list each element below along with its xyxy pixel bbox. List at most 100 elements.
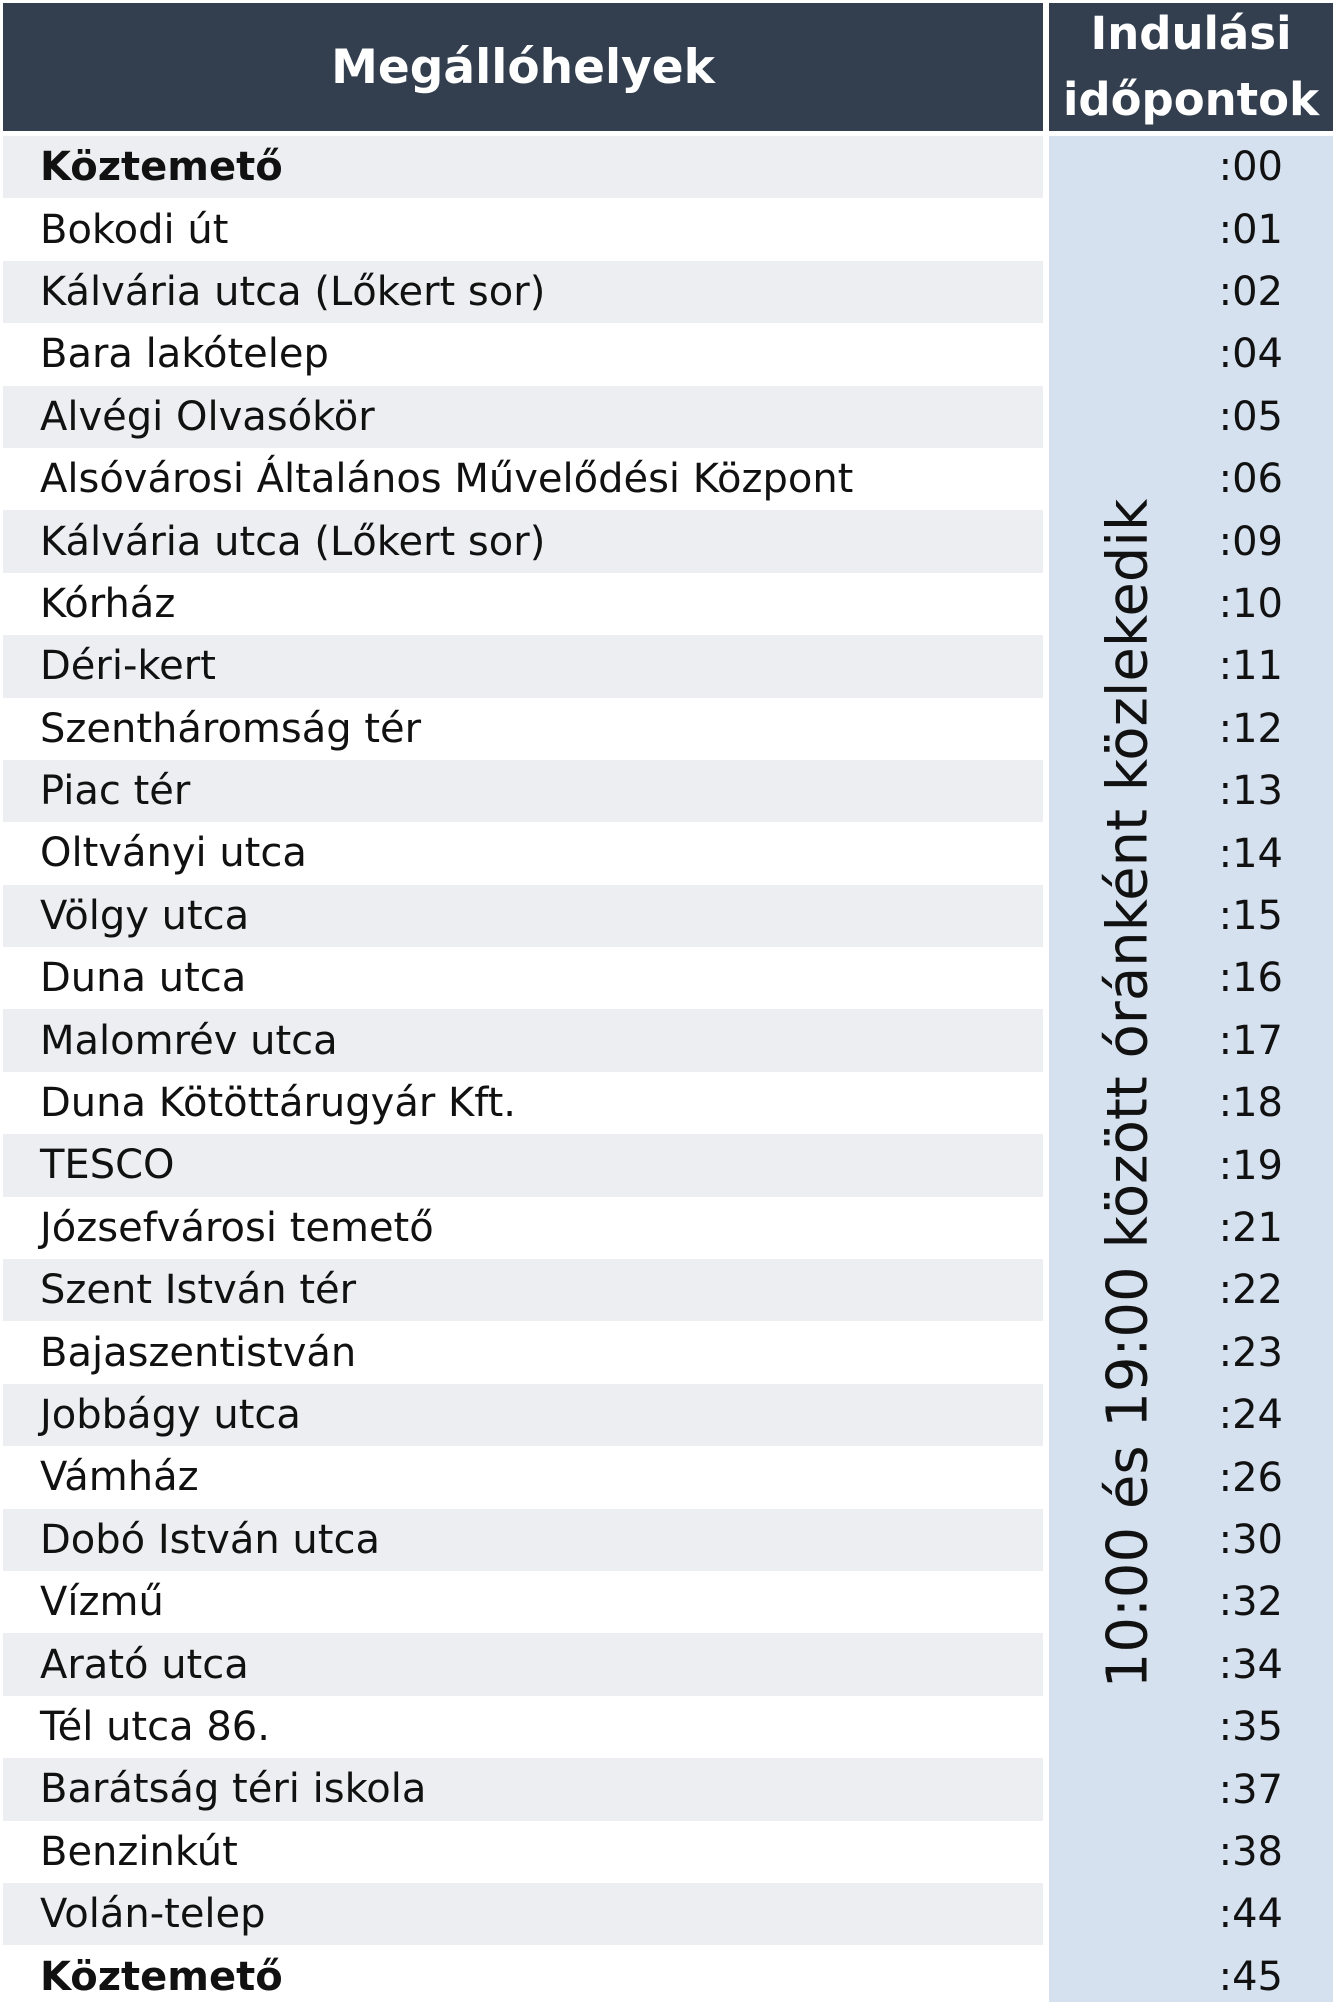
stop-row: Józsefvárosi temető: [3, 1197, 1043, 1259]
departure-time: :22: [1218, 1267, 1283, 1314]
stop-name: Kálvária utca (Lőkert sor): [40, 518, 546, 565]
stop-name: Duna utca: [40, 955, 247, 1002]
departure-time: :19: [1218, 1142, 1283, 1189]
stop-row: Szentháromság tér: [3, 698, 1043, 760]
service-frequency-text: 10:00 és 19:00 között óránként közlekedi…: [1095, 498, 1161, 1688]
departure-time: :23: [1218, 1329, 1283, 1376]
stop-name: Benzinkút: [40, 1828, 238, 1875]
times-header-line1: Indulási: [1090, 7, 1292, 60]
stop-name: Dobó István utca: [40, 1516, 380, 1563]
stop-name: Jobbágy utca: [40, 1392, 301, 1438]
departure-time: :17: [1218, 1017, 1283, 1064]
departure-time: :12: [1218, 705, 1283, 752]
departure-time: :01: [1218, 206, 1283, 253]
stop-row: Bara lakótelep: [3, 323, 1043, 385]
departure-time: :45: [1218, 1953, 1283, 2000]
departure-time: :35: [1218, 1704, 1283, 1751]
stop-name: Kórház: [40, 580, 176, 627]
times-column-header: Indulási időpontok: [1049, 3, 1333, 131]
timetable: Megállóhelyek Indulási időpontok Közteme…: [3, 3, 1333, 2003]
departure-time: :02: [1218, 268, 1283, 315]
stop-name: Alsóvárosi Általános Művelődési Központ: [40, 456, 854, 503]
stop-row: Duna utca: [3, 947, 1043, 1009]
stop-name: Alvégi Olvasókör: [40, 393, 375, 440]
stop-row: Tél utca 86.: [3, 1696, 1043, 1758]
stop-name: Józsefvárosi temető: [40, 1204, 434, 1251]
stop-name: Malomrév utca: [40, 1017, 338, 1064]
departure-time: :38: [1218, 1828, 1283, 1875]
departure-time: :26: [1218, 1454, 1283, 1501]
stop-name: Völgy utca: [40, 892, 250, 939]
stop-row: Völgy utca: [3, 884, 1043, 948]
departure-time: :13: [1218, 768, 1283, 815]
departure-time: :37: [1218, 1766, 1283, 1813]
stop-row: Duna Kötöttárugyár Kft.: [3, 1072, 1043, 1134]
stop-row: Dobó István utca: [3, 1508, 1043, 1571]
stop-row: Benzinkút: [3, 1821, 1043, 1883]
departure-time: :44: [1218, 1891, 1283, 1938]
stop-row: Piac tér: [3, 759, 1043, 823]
stop-row: Alvégi Olvasókör: [3, 385, 1043, 448]
stop-row: Köztemető: [3, 136, 1043, 199]
departure-time: :06: [1218, 456, 1283, 503]
stop-name: Oltványi utca: [40, 830, 307, 877]
departure-time: :18: [1218, 1080, 1283, 1127]
stop-name: Duna Kötöttárugyár Kft.: [40, 1080, 517, 1127]
stop-row: Köztemető: [3, 1945, 1043, 2007]
stop-row: Déri-kert: [3, 635, 1043, 698]
departure-time: :14: [1218, 830, 1283, 877]
stop-name: Barátság téri iskola: [40, 1766, 427, 1813]
stop-name: Kálvária utca (Lőkert sor): [40, 268, 546, 315]
departure-time: :34: [1218, 1641, 1283, 1688]
stop-name: Köztemető: [40, 144, 283, 191]
stop-row: Barátság téri iskola: [3, 1758, 1043, 1821]
header-divider: [1043, 3, 1049, 131]
stop-row: Malomrév utca: [3, 1009, 1043, 1072]
stop-name: Volán-telep: [40, 1891, 266, 1938]
stop-name: Vámház: [40, 1454, 199, 1501]
stop-name: Bajaszentistván: [40, 1329, 357, 1376]
stop-name: Tél utca 86.: [40, 1703, 270, 1750]
stops-column-header: Megállóhelyek: [331, 39, 715, 95]
departure-time: :00: [1218, 144, 1283, 191]
stop-row: Vízmű: [3, 1571, 1043, 1633]
departure-time: :09: [1218, 518, 1283, 565]
departure-time: :10: [1218, 580, 1283, 627]
stop-row: TESCO: [3, 1134, 1043, 1197]
stop-row: Szent István tér: [3, 1259, 1043, 1322]
departure-time: :30: [1218, 1516, 1283, 1563]
stop-row: Oltványi utca: [3, 822, 1043, 884]
departure-times-column: :00:01:02:04:05:06:09:10:11:12:13:14:15:…: [1049, 136, 1333, 2002]
stop-name: TESCO: [40, 1142, 175, 1189]
stop-row: Bokodi út: [3, 198, 1043, 260]
stop-row: Kálvária utca (Lőkert sor): [3, 510, 1043, 573]
stop-row: Bajaszentistván: [3, 1321, 1043, 1383]
stop-name: Szentháromság tér: [40, 705, 422, 752]
departure-time: :16: [1218, 955, 1283, 1002]
departure-time: :24: [1218, 1392, 1283, 1439]
stops-list: Köztemető Bokodi út Kálvária utca (Lőkert …: [3, 136, 1043, 2008]
stop-name: Piac tér: [40, 768, 191, 815]
stop-row: Kórház: [3, 573, 1043, 635]
stop-name: Köztemető: [40, 1953, 283, 2000]
stop-row: Vámház: [3, 1446, 1043, 1508]
stop-name: Arató utca: [40, 1641, 249, 1688]
departure-time: :11: [1218, 643, 1283, 690]
stop-name: Vízmű: [40, 1579, 164, 1626]
departure-time: :32: [1218, 1579, 1283, 1626]
stop-name: Déri-kert: [40, 643, 216, 690]
stop-row: Jobbágy utca: [3, 1383, 1043, 1447]
stop-row: Volán-telep: [3, 1882, 1043, 1946]
departure-time: :21: [1218, 1204, 1283, 1251]
stop-row: Alsóvárosi Általános Művelődési Központ: [3, 448, 1043, 510]
stop-name: Bara lakótelep: [40, 331, 329, 378]
stop-name: Bokodi út: [40, 206, 229, 253]
departure-time: :04: [1218, 331, 1283, 378]
stop-row: Arató utca: [3, 1633, 1043, 1696]
times-header-line2: időpontok: [1062, 73, 1320, 126]
service-frequency-note: 10:00 és 19:00 között óránként közlekedi…: [1093, 493, 1163, 1693]
stop-row: Kálvária utca (Lőkert sor): [3, 260, 1043, 324]
table-header: Megállóhelyek Indulási időpontok: [3, 3, 1333, 131]
departure-time: :15: [1218, 892, 1283, 939]
stop-name: Szent István tér: [40, 1267, 357, 1314]
